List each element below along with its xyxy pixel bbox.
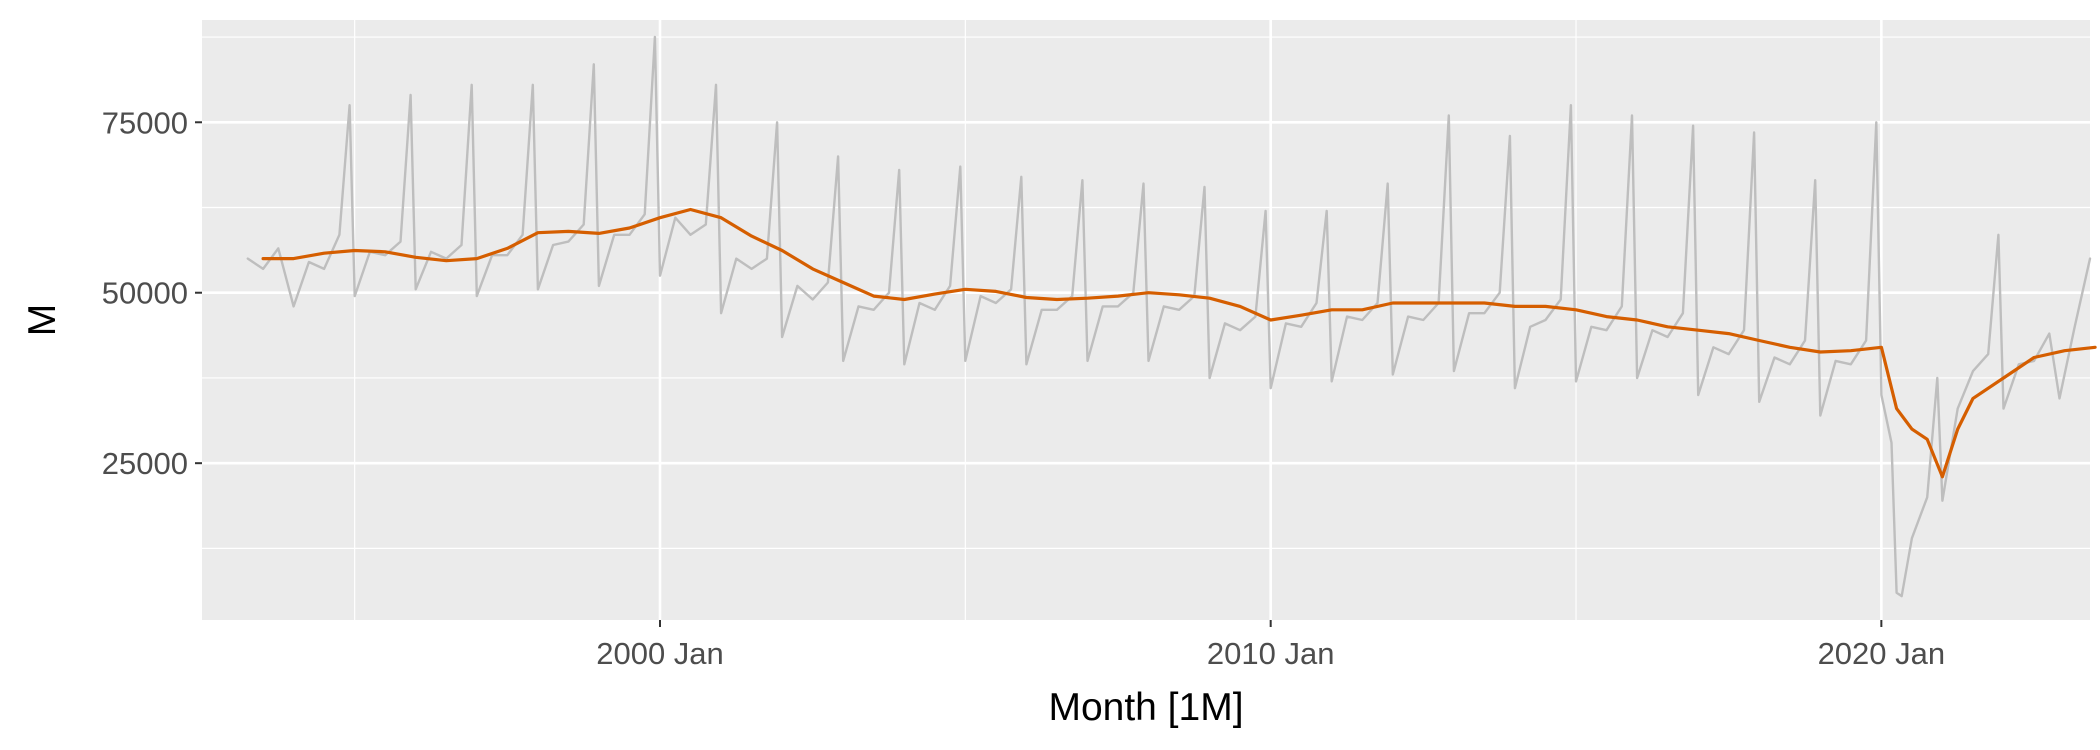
y-tick-label: 25000	[102, 446, 188, 481]
series-layer	[246, 35, 2097, 598]
x-axis: 2000 Jan 2010 Jan 2020 Jan	[596, 620, 1945, 671]
y-axis: 25000 50000 75000	[102, 105, 202, 481]
trend-line	[261, 207, 2097, 479]
y-axis-title: M	[21, 304, 64, 337]
x-axis-title: Month [1M]	[1048, 686, 1243, 729]
observed-line	[246, 35, 2092, 598]
x-tick-label: 2000 Jan	[596, 636, 724, 671]
y-tick-label: 75000	[102, 105, 188, 140]
x-tick-label: 2020 Jan	[1818, 636, 1946, 671]
plot-panel	[202, 20, 2090, 620]
y-tick-label: 50000	[102, 276, 188, 311]
x-tick-label: 2010 Jan	[1207, 636, 1335, 671]
